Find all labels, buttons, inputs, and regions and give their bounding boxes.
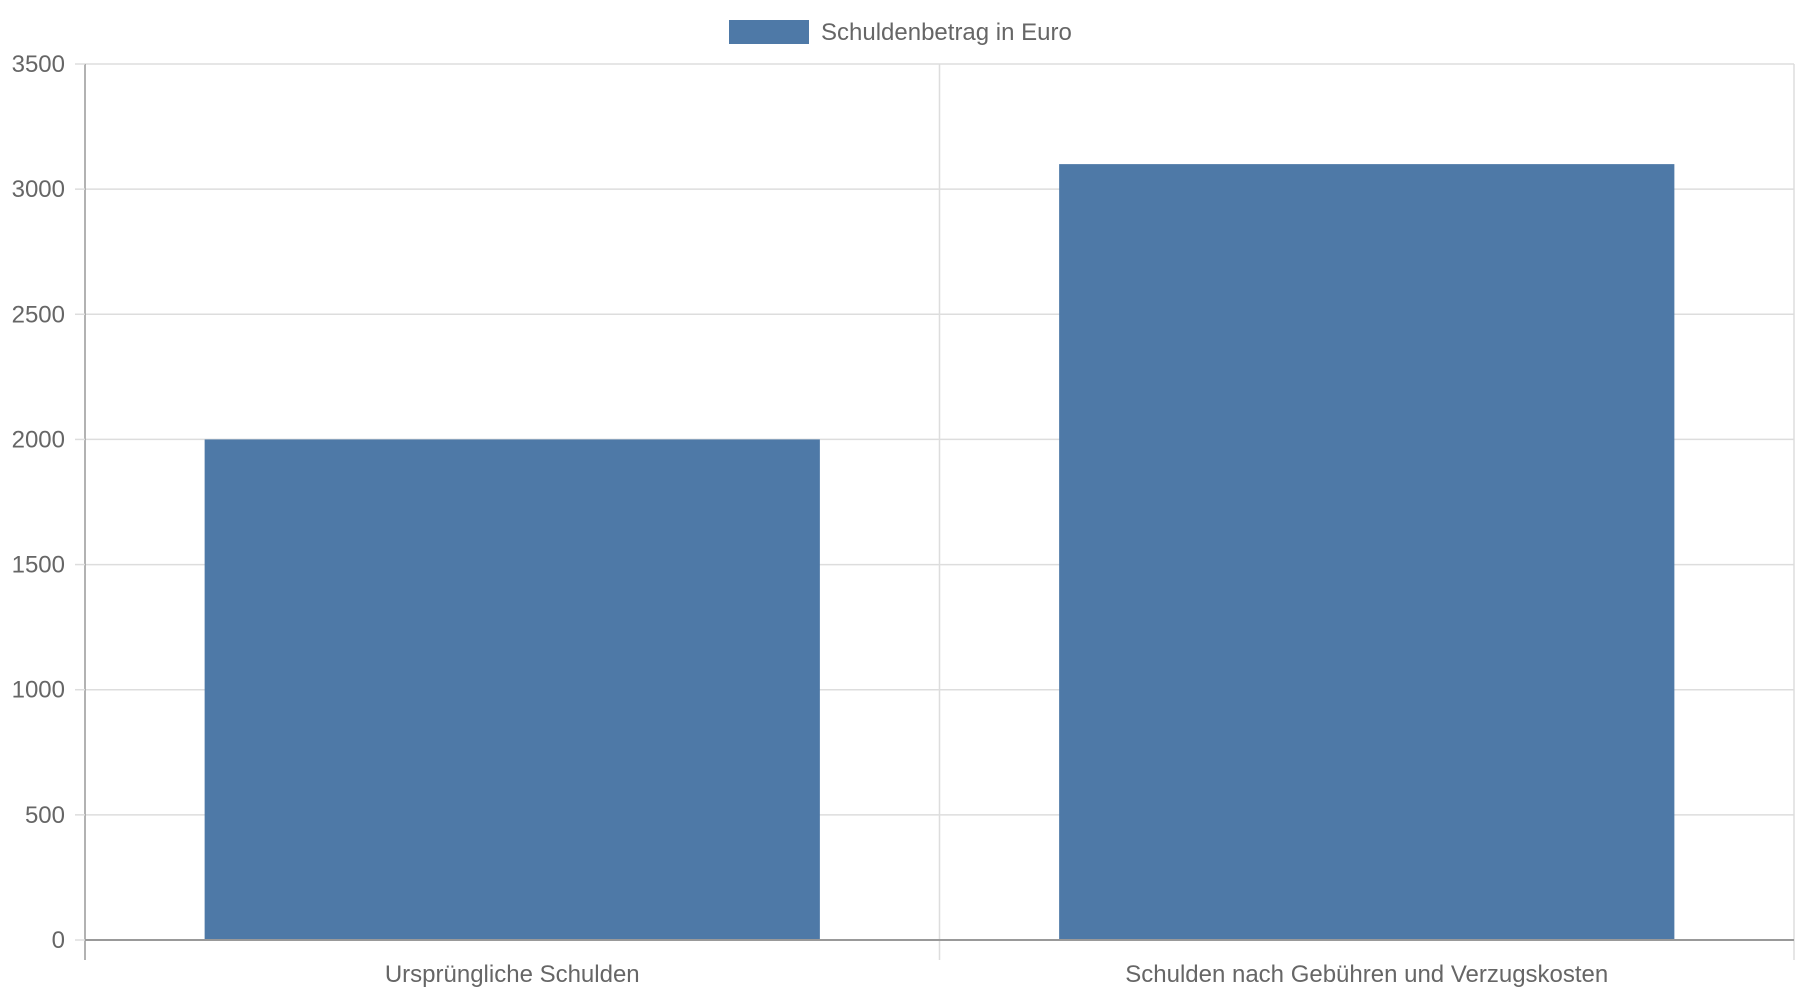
- y-tick-label: 0: [52, 927, 65, 954]
- y-tick-label: 3000: [12, 176, 65, 203]
- y-tick-label: 3500: [12, 51, 65, 78]
- x-tick-label: Ursprüngliche Schulden: [385, 961, 640, 988]
- legend[interactable]: Schuldenbetrag in Euro: [729, 19, 1072, 46]
- y-tick-label: 1000: [12, 677, 65, 704]
- x-tick-label: Schulden nach Gebühren und Verzugskosten: [1125, 961, 1608, 988]
- y-tick-label: 2000: [12, 426, 65, 453]
- bars: [204, 164, 1675, 941]
- y-tick-label: 2500: [12, 301, 65, 328]
- x-axis-ticks: Ursprüngliche Schulden Schulden nach Gebü…: [385, 961, 1608, 988]
- y-tick-label: 500: [25, 802, 65, 829]
- bar[interactable]: [204, 439, 820, 940]
- y-axis-ticks: 0 500 1000 1500 2000 2500 3000 3500: [12, 51, 85, 954]
- y-tick-label: 1500: [12, 552, 65, 579]
- legend-label[interactable]: Schuldenbetrag in Euro: [821, 19, 1072, 46]
- axes: [84, 64, 1794, 960]
- legend-swatch[interactable]: [729, 20, 809, 44]
- bar[interactable]: [1059, 164, 1675, 941]
